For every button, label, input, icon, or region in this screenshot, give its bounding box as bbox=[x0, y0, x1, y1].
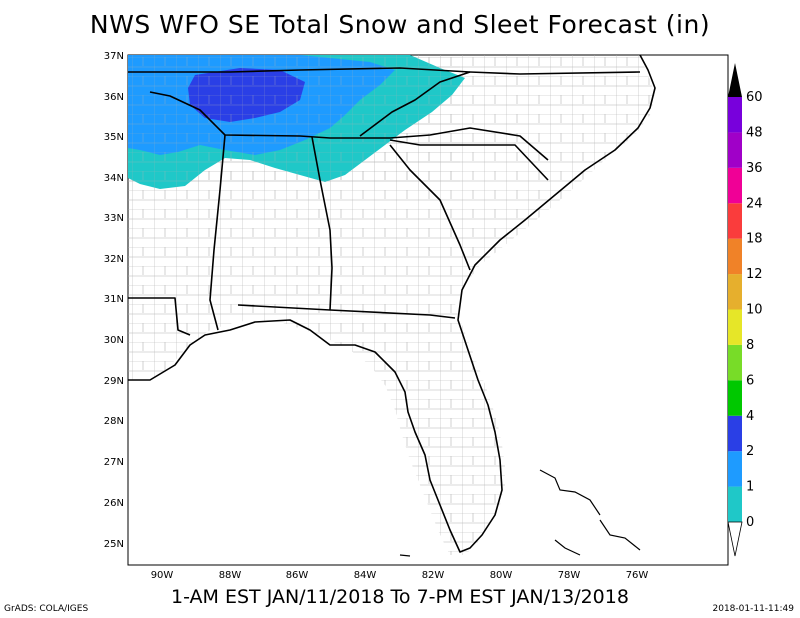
lon-label: 90W bbox=[151, 570, 174, 581]
latitude-axis: 37N 36N 35N 34N 33N 32N 31N 30N 29N 28N … bbox=[104, 51, 124, 550]
lat-label: 34N bbox=[104, 173, 124, 184]
colorbar-max-arrow bbox=[728, 63, 742, 97]
colorbar-label: 4 bbox=[746, 409, 754, 424]
lat-label: 25N bbox=[104, 539, 124, 550]
lat-label: 29N bbox=[104, 376, 124, 387]
lon-label: 76W bbox=[626, 570, 649, 581]
colorbar-swatch bbox=[728, 451, 742, 487]
lat-label: 36N bbox=[104, 92, 124, 103]
map-title: NWS WFO SE Total Snow and Sleet Forecast… bbox=[89, 10, 711, 39]
longitude-axis: 90W 88W 86W 84W 82W 80W 78W 76W bbox=[151, 570, 649, 581]
colorbar-swatch bbox=[728, 344, 742, 381]
colorbar-label: 8 bbox=[746, 338, 754, 353]
colorbar-label: 18 bbox=[746, 232, 763, 247]
colorbar-swatch bbox=[728, 167, 742, 204]
lon-label: 88W bbox=[219, 570, 242, 581]
lat-label: 31N bbox=[104, 294, 124, 305]
colorbar-label: 48 bbox=[746, 125, 763, 140]
lat-label: 32N bbox=[104, 254, 124, 265]
colorbar-label: 6 bbox=[746, 373, 754, 388]
colorbar-label: 10 bbox=[746, 303, 763, 318]
colorbar-swatch bbox=[728, 486, 742, 522]
colorbar-swatch bbox=[728, 132, 742, 168]
colorbar-swatch bbox=[728, 203, 742, 239]
lat-label: 33N bbox=[104, 213, 124, 224]
lat-label: 35N bbox=[104, 132, 124, 143]
colorbar-label: 1 bbox=[746, 480, 754, 495]
lat-label: 37N bbox=[104, 51, 124, 62]
lat-label: 26N bbox=[104, 498, 124, 509]
colorbar-label: 36 bbox=[746, 161, 763, 176]
colorbar-label: 60 bbox=[746, 90, 763, 105]
state-borders bbox=[128, 54, 656, 553]
colorbar-label: 24 bbox=[746, 196, 763, 211]
grads-credit: GrADS: COLA/IGES bbox=[4, 604, 89, 614]
timestamp: 2018-01-11-11:49 bbox=[712, 604, 795, 614]
lon-label: 86W bbox=[286, 570, 309, 581]
islands bbox=[399, 469, 641, 557]
colorbar-swatch bbox=[728, 415, 742, 452]
colorbar-label: 12 bbox=[746, 267, 763, 282]
lon-label: 82W bbox=[422, 570, 445, 581]
lat-label: 28N bbox=[104, 416, 124, 427]
valid-period: 1-AM EST JAN/11/2018 To 7-PM EST JAN/13/… bbox=[171, 586, 629, 608]
colorbar-swatch bbox=[728, 274, 742, 310]
colorbar-swatch bbox=[728, 380, 742, 416]
colorbar-swatch bbox=[728, 309, 742, 345]
colorbar-swatch bbox=[728, 97, 742, 133]
colorbar-label: 2 bbox=[746, 444, 754, 459]
colorbar-min-arrow bbox=[727, 521, 743, 557]
lat-label: 30N bbox=[104, 335, 124, 346]
lon-label: 84W bbox=[354, 570, 377, 581]
lon-label: 80W bbox=[490, 570, 513, 581]
lon-label: 78W bbox=[558, 570, 581, 581]
colorbar-label: 0 bbox=[746, 515, 754, 530]
colorbar-swatch bbox=[728, 238, 742, 275]
lat-label: 27N bbox=[104, 457, 124, 468]
